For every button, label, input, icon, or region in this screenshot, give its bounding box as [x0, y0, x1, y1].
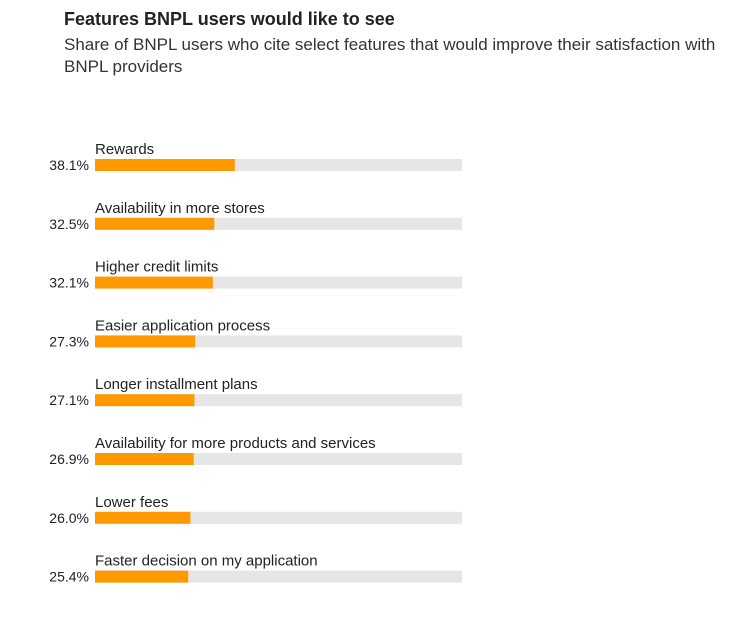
- bar-row: Rewards 38.1%: [49, 141, 462, 173]
- category-label: Faster decision on my application: [95, 553, 318, 570]
- bar: [95, 335, 196, 348]
- category-label: Availability in more stores: [95, 200, 265, 217]
- value-label: 32.1%: [49, 275, 89, 291]
- bar: [95, 453, 194, 465]
- bar: [95, 570, 189, 583]
- value-label: 32.5%: [49, 216, 89, 232]
- value-label: 27.1%: [49, 392, 89, 408]
- category-label: Longer installment plans: [95, 376, 258, 393]
- bar-row: Availability in more stores 32.5%: [49, 200, 462, 232]
- bar: [95, 217, 215, 230]
- category-label: Lower fees: [95, 494, 168, 511]
- bar-row: Higher credit limits 32.1%: [49, 259, 462, 291]
- value-label: 38.1%: [49, 157, 89, 173]
- category-label: Easier application process: [95, 317, 270, 334]
- chart-title: Features BNPL users would like to see: [64, 9, 395, 29]
- value-label: 25.4%: [49, 569, 89, 585]
- category-label: Rewards: [95, 141, 154, 158]
- value-label: 26.0%: [49, 510, 89, 526]
- bar: [95, 511, 191, 524]
- chart-subtitle: Share of BNPL users who cite select feat…: [64, 35, 716, 76]
- bar-row: Easier application process 27.3%: [49, 317, 462, 349]
- bar: [95, 159, 235, 171]
- bar-row: Longer installment plans 27.1%: [49, 376, 462, 408]
- category-label: Higher credit limits: [95, 259, 218, 276]
- bar-row: Faster decision on my application 25.4%: [49, 553, 462, 585]
- bar-row: Availability for more products and servi…: [49, 435, 462, 467]
- category-label: Availability for more products and servi…: [95, 435, 376, 452]
- bar: [95, 394, 195, 407]
- bar: [95, 276, 213, 289]
- value-label: 26.9%: [49, 451, 89, 467]
- value-label: 27.3%: [49, 333, 89, 349]
- bar-row: Lower fees 26.0%: [49, 494, 462, 526]
